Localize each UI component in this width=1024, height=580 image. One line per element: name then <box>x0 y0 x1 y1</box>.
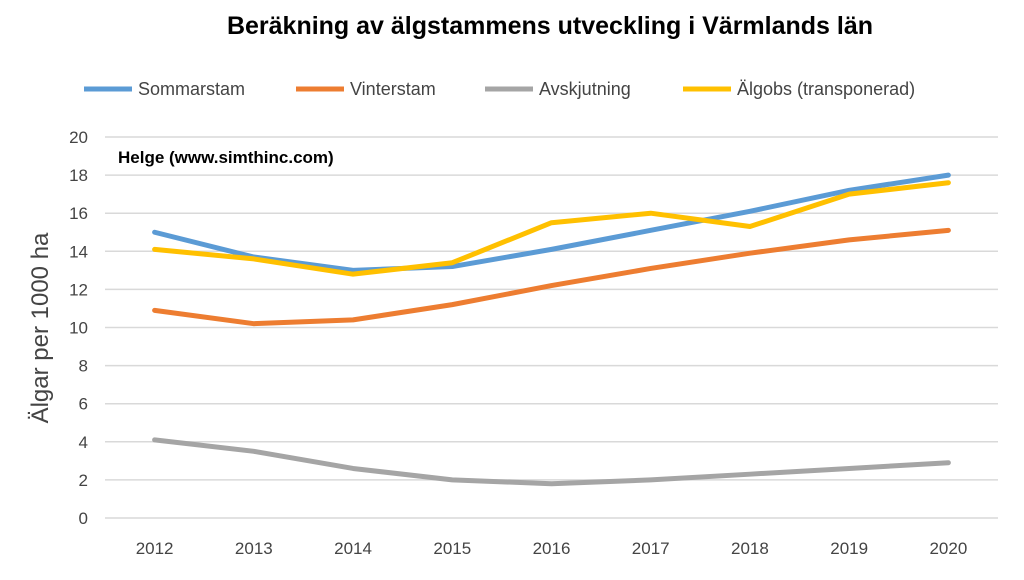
legend-label: Älgobs (transponerad) <box>737 79 915 99</box>
y-tick-label: 6 <box>79 395 88 414</box>
chart-title: Beräkning av älgstammens utveckling i Vä… <box>226 12 874 40</box>
y-tick-label: 12 <box>69 280 88 299</box>
x-tick-label: 2012 <box>136 539 174 558</box>
y-tick-label: 2 <box>79 471 88 490</box>
x-tick-label: 2014 <box>334 539 372 558</box>
legend-label: Vinterstam <box>350 79 436 99</box>
y-tick-label: 8 <box>79 357 88 376</box>
y-tick-label: 0 <box>79 509 88 528</box>
legend-label: Avskjutning <box>539 79 631 99</box>
x-tick-label: 2016 <box>533 539 571 558</box>
y-tick-label: 10 <box>69 319 88 338</box>
y-tick-label: 16 <box>69 204 88 223</box>
y-tick-label: 4 <box>79 433 88 452</box>
x-tick-label: 2019 <box>830 539 868 558</box>
legend-label: Sommarstam <box>138 79 245 99</box>
series-line-2 <box>152 437 951 487</box>
y-tick-label: 20 <box>69 128 88 147</box>
x-tick-label: 2020 <box>929 539 967 558</box>
y-tick-label: 14 <box>69 242 88 261</box>
series-line-1 <box>152 227 951 327</box>
x-tick-label: 2018 <box>731 539 769 558</box>
y-axis-label: Älgar per 1000 ha <box>27 232 54 423</box>
x-tick-label: 2017 <box>632 539 670 558</box>
x-tick-label: 2013 <box>235 539 273 558</box>
y-tick-label: 18 <box>69 166 88 185</box>
x-tick-label: 2015 <box>433 539 471 558</box>
annotation: Helge (www.simthinc.com) <box>118 148 334 167</box>
